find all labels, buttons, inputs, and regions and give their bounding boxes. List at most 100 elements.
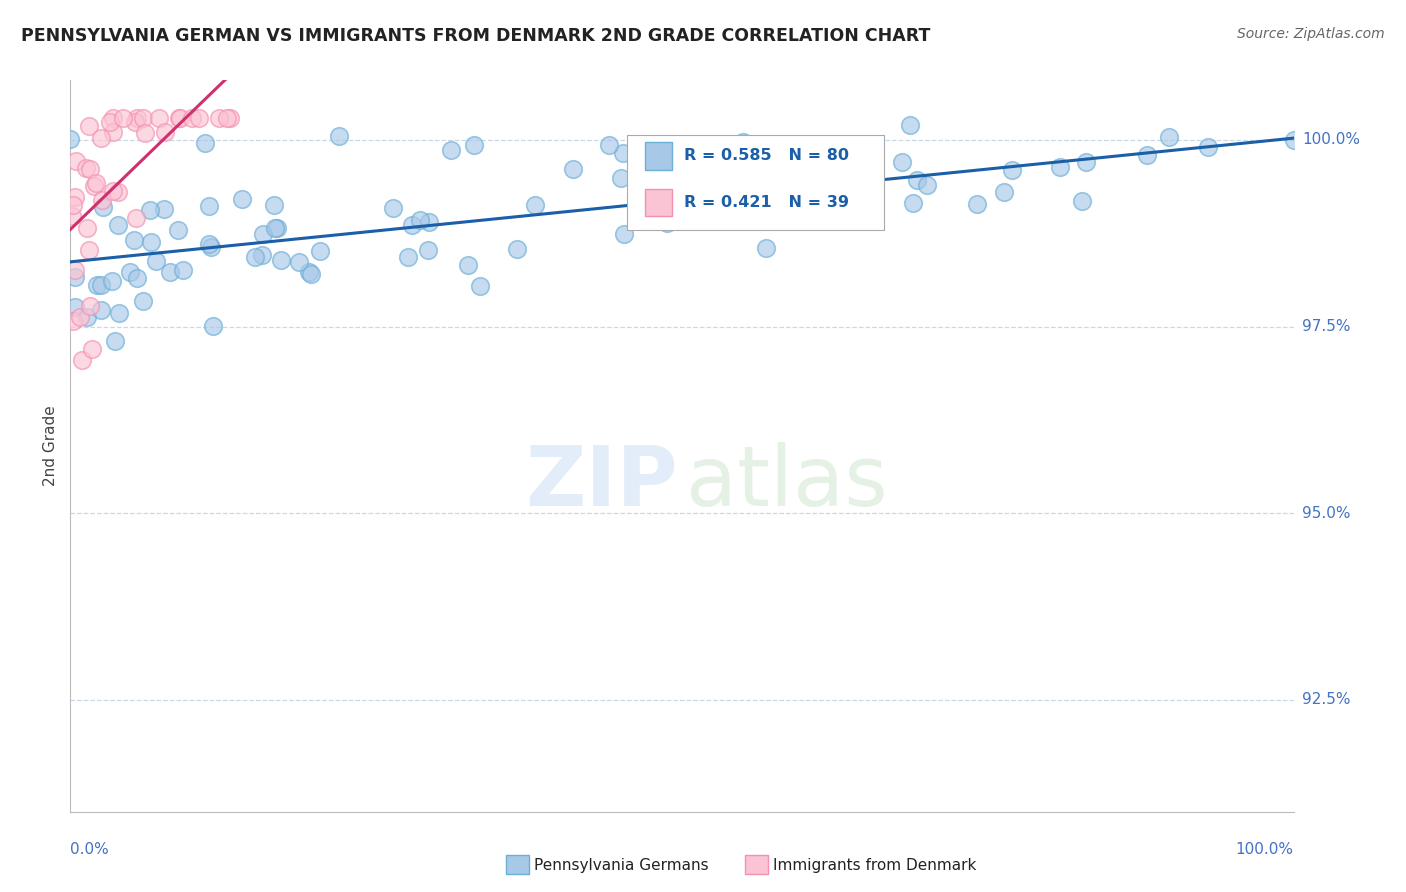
Point bbox=[264, 220, 287, 235]
Point bbox=[153, 202, 176, 216]
Point bbox=[245, 250, 267, 264]
Point bbox=[79, 162, 101, 177]
Point bbox=[159, 265, 181, 279]
Point bbox=[231, 193, 253, 207]
Point bbox=[1157, 129, 1180, 144]
Point bbox=[124, 211, 146, 226]
Point bbox=[76, 220, 98, 235]
Point bbox=[270, 252, 292, 267]
Point bbox=[141, 235, 163, 249]
Point bbox=[733, 135, 755, 149]
Point bbox=[1197, 140, 1219, 154]
Point bbox=[524, 198, 547, 212]
Point bbox=[125, 111, 148, 125]
Point bbox=[252, 227, 274, 241]
Point bbox=[418, 215, 440, 229]
Point bbox=[266, 220, 288, 235]
Point bbox=[905, 172, 928, 186]
Point bbox=[200, 240, 222, 254]
Point bbox=[612, 145, 634, 160]
Point bbox=[101, 125, 124, 139]
Point bbox=[755, 241, 778, 255]
Point bbox=[107, 186, 129, 200]
Text: PENNSYLVANIA GERMAN VS IMMIGRANTS FROM DENMARK 2ND GRADE CORRELATION CHART: PENNSYLVANIA GERMAN VS IMMIGRANTS FROM D… bbox=[21, 27, 931, 45]
Point bbox=[120, 265, 142, 279]
Text: Pennsylvania Germans: Pennsylvania Germans bbox=[534, 858, 709, 872]
Point bbox=[633, 196, 655, 211]
Point bbox=[188, 111, 211, 125]
Text: Immigrants from Denmark: Immigrants from Denmark bbox=[773, 858, 977, 872]
Bar bbox=[645, 188, 672, 217]
Point bbox=[219, 111, 242, 125]
Point bbox=[69, 310, 91, 325]
Point bbox=[610, 170, 633, 185]
Point bbox=[993, 185, 1015, 199]
Text: R = 0.585   N = 80: R = 0.585 N = 80 bbox=[685, 148, 849, 163]
Point bbox=[298, 265, 321, 279]
Point bbox=[167, 223, 190, 237]
Point bbox=[63, 270, 86, 285]
Point bbox=[101, 184, 124, 198]
Point bbox=[59, 132, 82, 146]
Text: Source: ZipAtlas.com: Source: ZipAtlas.com bbox=[1237, 27, 1385, 41]
Point bbox=[75, 161, 97, 175]
Point bbox=[328, 129, 350, 144]
Point bbox=[409, 213, 432, 227]
Text: 100.0%: 100.0% bbox=[1302, 133, 1360, 147]
Text: ZIP: ZIP bbox=[526, 442, 678, 523]
Point bbox=[1074, 155, 1097, 169]
Point bbox=[86, 278, 108, 293]
FancyBboxPatch shape bbox=[627, 135, 884, 230]
Point bbox=[65, 153, 87, 168]
Point bbox=[63, 190, 86, 204]
Point bbox=[91, 201, 114, 215]
Point bbox=[60, 210, 83, 224]
Point bbox=[169, 111, 191, 125]
Point bbox=[77, 243, 100, 257]
Point bbox=[90, 193, 112, 207]
Point bbox=[915, 178, 938, 192]
Point bbox=[90, 278, 112, 293]
Point bbox=[70, 352, 93, 367]
Point bbox=[860, 183, 883, 197]
Point bbox=[198, 237, 221, 252]
Point bbox=[84, 176, 107, 190]
Text: atlas: atlas bbox=[686, 442, 887, 523]
Text: 92.5%: 92.5% bbox=[1302, 692, 1350, 707]
Bar bbox=[645, 142, 672, 169]
Point bbox=[903, 195, 925, 210]
Point bbox=[678, 197, 700, 211]
Point bbox=[63, 300, 86, 314]
Point bbox=[198, 199, 221, 213]
Text: 95.0%: 95.0% bbox=[1302, 506, 1350, 521]
Point bbox=[463, 138, 485, 153]
Point bbox=[561, 161, 583, 176]
Point bbox=[101, 274, 124, 288]
Point bbox=[215, 111, 238, 125]
Point bbox=[898, 118, 921, 132]
Point bbox=[148, 111, 170, 125]
Point bbox=[62, 198, 84, 212]
Point bbox=[107, 218, 129, 232]
Point bbox=[308, 244, 330, 259]
Y-axis label: 2nd Grade: 2nd Grade bbox=[44, 406, 59, 486]
Point bbox=[506, 242, 529, 256]
Point bbox=[416, 243, 439, 257]
Point bbox=[79, 299, 101, 313]
Point bbox=[440, 144, 463, 158]
Text: R = 0.421   N = 39: R = 0.421 N = 39 bbox=[685, 195, 849, 210]
Point bbox=[83, 178, 105, 193]
Point bbox=[1282, 133, 1305, 147]
Point bbox=[63, 263, 86, 277]
Point bbox=[655, 216, 678, 230]
Point bbox=[201, 318, 224, 333]
Point bbox=[1049, 160, 1071, 174]
Point bbox=[398, 250, 420, 264]
Point bbox=[145, 254, 167, 268]
Point bbox=[299, 268, 322, 282]
Point bbox=[138, 202, 160, 217]
Point bbox=[263, 198, 285, 212]
Point bbox=[1136, 148, 1159, 162]
Point bbox=[132, 294, 155, 309]
Point bbox=[613, 227, 636, 241]
